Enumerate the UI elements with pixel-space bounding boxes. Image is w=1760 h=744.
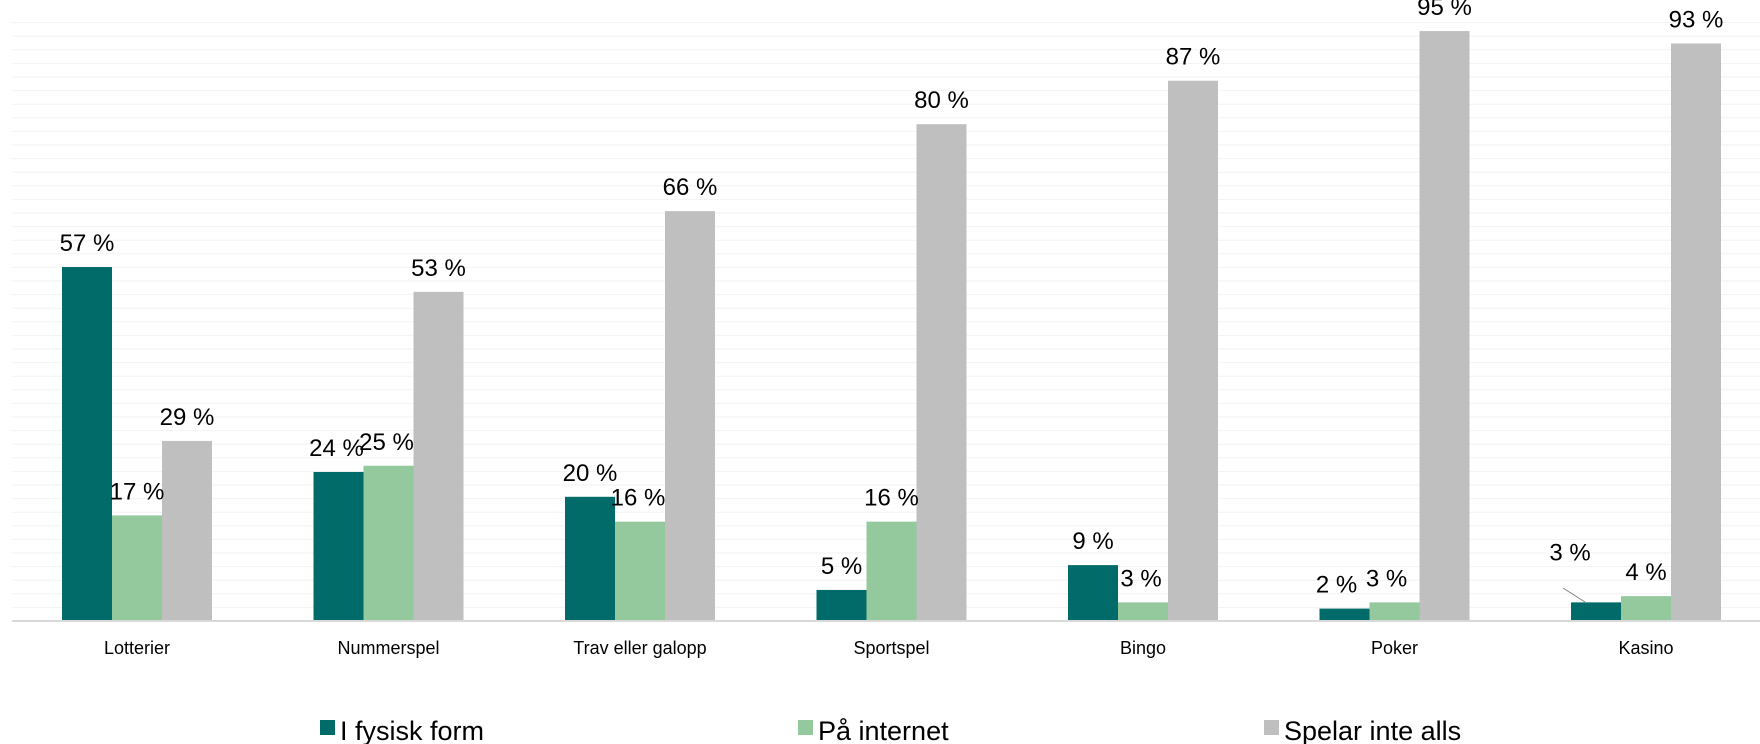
data-label: 3 % (1366, 565, 1407, 592)
data-label: 80 % (914, 87, 969, 114)
category-labels: Lotterier Nummerspel Trav eller galopp Spor… (104, 638, 1674, 658)
category-label: Kasino (1618, 638, 1673, 658)
data-label: 24 % (309, 435, 364, 462)
data-label: 25 % (359, 429, 414, 456)
bar (916, 124, 967, 621)
category-label: Sportspel (853, 638, 929, 658)
legend-label: Spelar inte alls (1284, 716, 1461, 744)
legend-swatch (1264, 720, 1279, 735)
bar (1319, 608, 1370, 621)
legend-label: I fysisk form (340, 716, 484, 744)
data-label: 17 % (110, 478, 165, 505)
bar (665, 211, 715, 621)
bar (1419, 31, 1470, 622)
data-label: 3 % (1549, 539, 1590, 566)
bar (565, 496, 615, 621)
category-label: Poker (1371, 638, 1418, 658)
bar (413, 291, 464, 621)
legend: I fysisk form På internet Spelar inte alls (320, 716, 1461, 744)
data-label: 20 % (563, 460, 618, 487)
bar (615, 521, 665, 621)
data-label: 4 % (1625, 559, 1666, 586)
bar (62, 267, 112, 621)
bar (1571, 602, 1621, 621)
data-label: 93 % (1669, 6, 1724, 33)
data-label: 29 % (160, 404, 215, 431)
bar (866, 521, 917, 621)
data-label: 5 % (821, 553, 862, 580)
category-label: Nummerspel (337, 638, 439, 658)
label-leader-line (1562, 587, 1586, 603)
legend-swatch (798, 720, 813, 735)
bar (363, 465, 414, 621)
data-labels: 57 %17 %29 %24 %25 %53 %20 %16 %66 %5 %1… (60, 0, 1724, 603)
bar (313, 471, 364, 621)
bar (816, 589, 867, 621)
bar (1168, 80, 1218, 622)
data-label: 66 % (663, 174, 718, 201)
category-label: Trav eller galopp (573, 638, 706, 658)
category-label: Bingo (1120, 638, 1166, 658)
data-label: 9 % (1072, 528, 1113, 555)
legend-swatch (320, 720, 335, 735)
data-label: 2 % (1316, 572, 1357, 599)
data-label: 95 % (1417, 0, 1472, 21)
data-label: 16 % (611, 485, 666, 512)
bar (1671, 43, 1721, 622)
bars (62, 31, 1721, 622)
data-label: 57 % (60, 230, 115, 257)
data-label: 16 % (864, 485, 919, 512)
data-label: 3 % (1120, 565, 1161, 592)
gridlines (12, 22, 1760, 608)
category-label: Lotterier (104, 638, 170, 658)
bar (1621, 596, 1671, 621)
bar (112, 515, 162, 621)
data-label: 87 % (1166, 44, 1221, 71)
data-label: 53 % (411, 255, 466, 282)
bar (1068, 565, 1118, 621)
bar (1369, 602, 1420, 621)
bar (1118, 602, 1168, 621)
legend-label: På internet (818, 716, 949, 744)
bar (162, 440, 212, 621)
